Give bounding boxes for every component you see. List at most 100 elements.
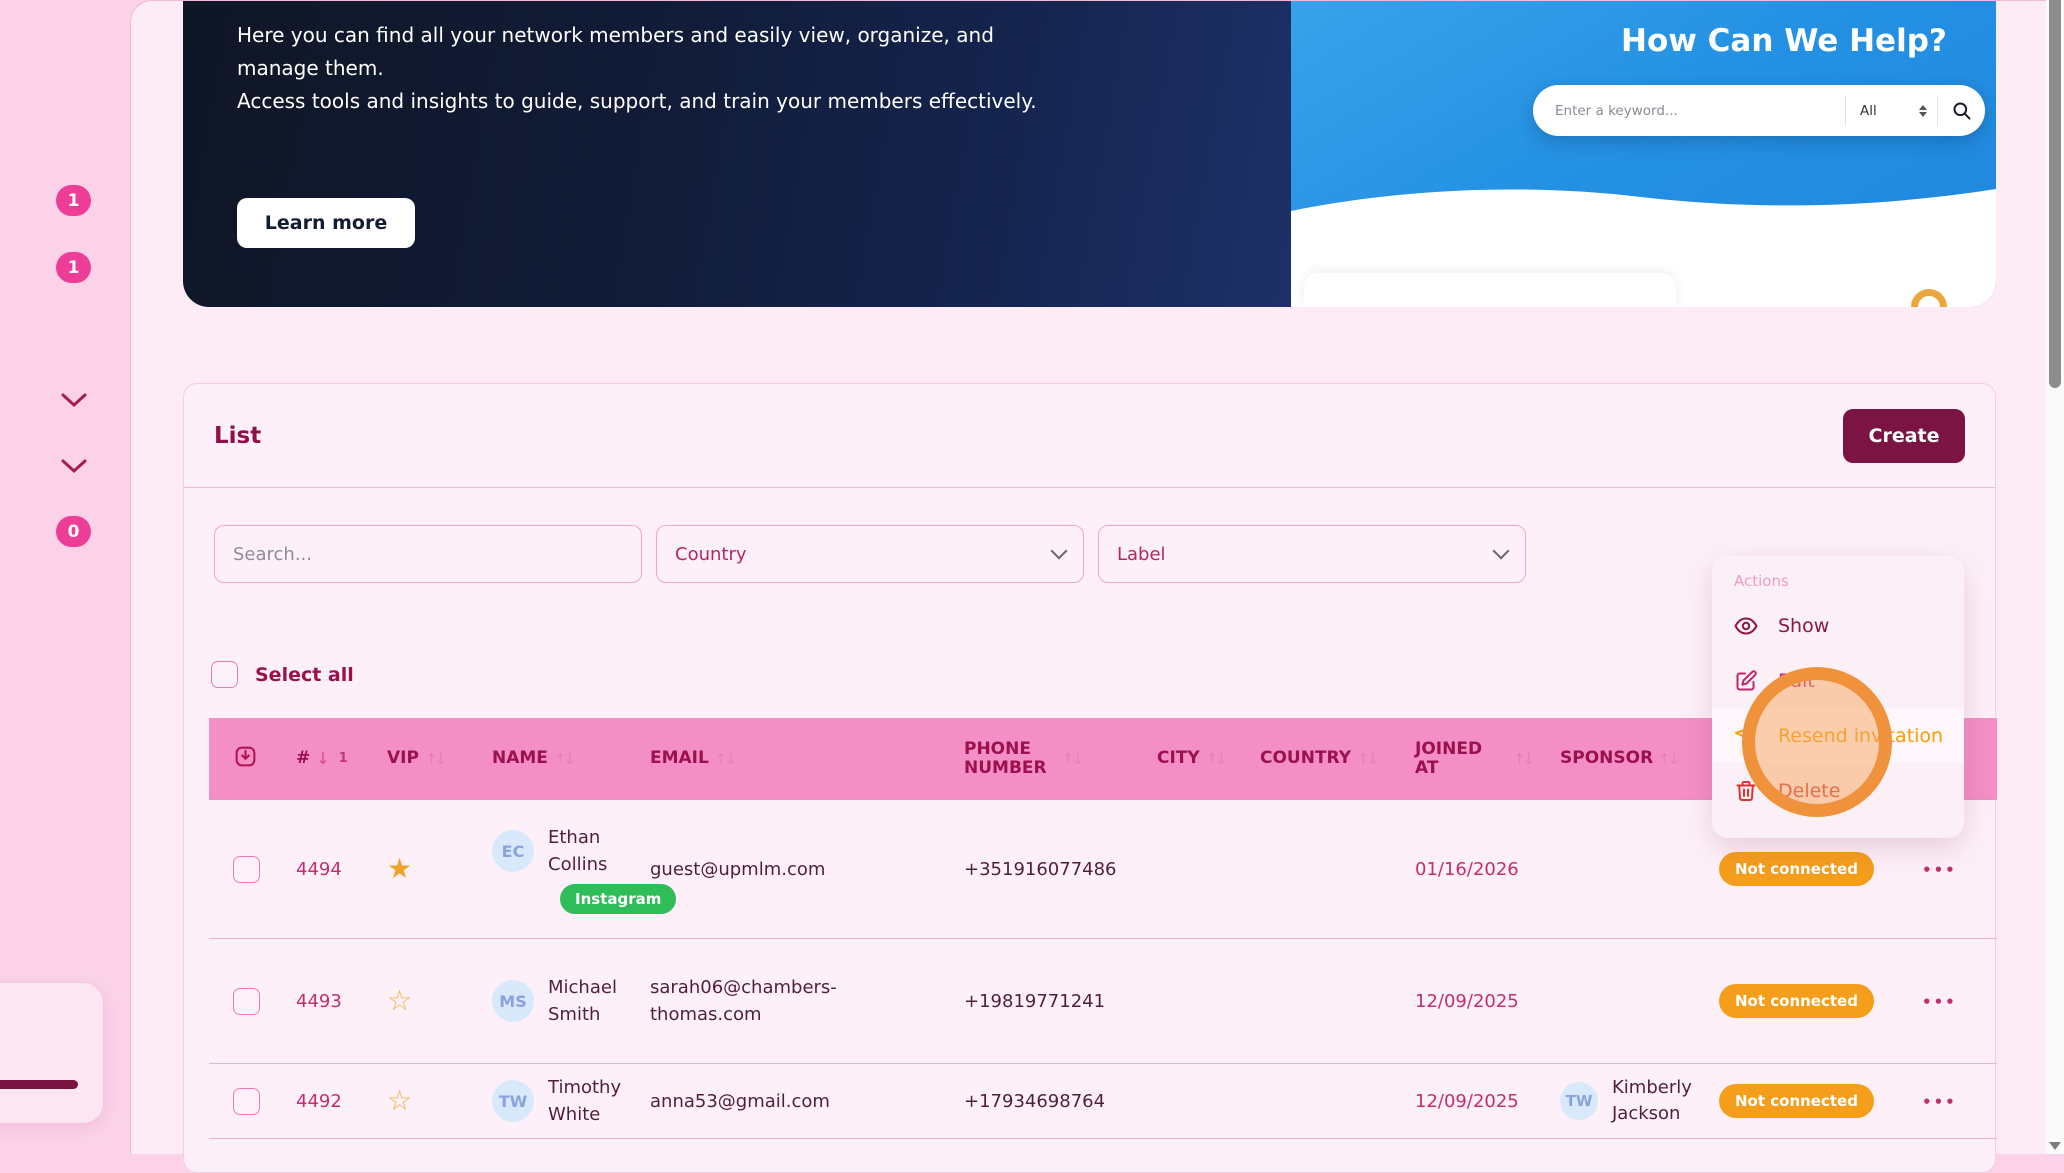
table-row: 4493 ☆ MS Michael Smith sarah06@chambers… — [209, 939, 1997, 1064]
help-title: How Can We Help? — [1621, 23, 1947, 59]
column-header-vip[interactable]: VIP ↑↓ — [387, 748, 447, 768]
member-name: Ethan Collins — [548, 827, 608, 875]
label-select[interactable]: Label — [1098, 525, 1526, 583]
row-checkbox[interactable] — [233, 1087, 260, 1115]
row-actions-button[interactable]: ••• — [1922, 860, 1957, 879]
menu-item-edit[interactable]: Edit — [1712, 653, 1964, 708]
vip-star-filled-icon[interactable]: ★ — [387, 852, 413, 885]
row-actions-button[interactable]: ••• — [1922, 992, 1957, 1011]
chevron-down-icon[interactable] — [61, 392, 87, 408]
status-badge: Not connected — [1719, 852, 1874, 886]
joined-date: 12/09/2025 — [1415, 990, 1519, 1012]
sort-arrows-icon: ↑↓ — [1357, 749, 1379, 768]
create-button[interactable]: Create — [1843, 408, 1965, 463]
sort-arrows-icon: ↑↓ — [1205, 749, 1228, 768]
scrollbar-thumb[interactable] — [2049, 0, 2061, 388]
member-id-link[interactable]: 4492 — [296, 1090, 342, 1112]
export-button[interactable] — [209, 744, 271, 774]
progress-line — [0, 1080, 78, 1089]
column-header-id[interactable]: # ↓ 1 — [296, 748, 348, 769]
help-search-button[interactable] — [1937, 95, 1985, 126]
wave-decoration — [1291, 189, 1996, 225]
sponsor-name: Kimberly Jackson — [1612, 1077, 1692, 1124]
select-all-label: Select all — [255, 663, 354, 686]
member-id-link[interactable]: 4493 — [296, 990, 342, 1012]
banner-line2: Access tools and insights to guide, supp… — [237, 89, 1037, 113]
sort-order-badge: 1 — [338, 751, 348, 766]
sort-arrows-icon — [1919, 104, 1927, 117]
chevron-down-icon — [1050, 542, 1068, 560]
sort-desc-icon: ↓ — [316, 749, 330, 768]
sort-arrows-icon: ↑↓ — [1658, 749, 1680, 768]
search-field — [214, 525, 642, 583]
member-phone: +17934698764 — [964, 1090, 1106, 1112]
sort-arrows-icon: ↑↓ — [1513, 749, 1535, 768]
country-select[interactable]: Country — [656, 525, 1084, 583]
notification-badge[interactable]: 1 — [56, 185, 91, 216]
select-all-row: Select all — [211, 661, 1995, 688]
edit-pencil-icon — [1736, 669, 1757, 690]
chevron-down-icon[interactable] — [61, 458, 87, 474]
send-icon — [1735, 724, 1757, 747]
column-header-city[interactable]: CITY ↑↓ — [1157, 748, 1228, 768]
scrollbar[interactable] — [2046, 0, 2064, 1154]
member-phone: +19819771241 — [964, 990, 1106, 1012]
promo-banner: Here you can find all your network membe… — [183, 1, 1996, 307]
avatar: TW — [492, 1080, 534, 1122]
column-header-sponsor[interactable]: SPONSOR ↑↓ — [1560, 748, 1680, 768]
help-category-select[interactable]: All — [1845, 95, 1937, 126]
status-badge: Not connected — [1719, 1084, 1874, 1118]
page-title: List — [214, 422, 262, 449]
member-email: guest@upmlm.com — [650, 858, 826, 880]
help-center-panel: How Can We Help? All — [1291, 1, 1996, 307]
sort-arrows-icon: ↑↓ — [714, 749, 737, 768]
menu-item-resend-invitation[interactable]: Resend invitation — [1712, 708, 1964, 763]
banner-text: Here you can find all your network membe… — [237, 19, 1047, 118]
column-header-name[interactable]: NAME ↑↓ — [492, 748, 576, 768]
chat-bubble-icon[interactable] — [1911, 289, 1947, 307]
member-name: Michael Smith — [548, 977, 617, 1025]
column-header-joined-at[interactable]: JOINED AT ↑↓ — [1415, 738, 1535, 778]
sort-arrows-icon: ↑↓ — [553, 749, 576, 768]
row-actions-button[interactable]: ••• — [1922, 1092, 1957, 1111]
column-header-phone[interactable]: PHONE NUMBER ↑↓ — [964, 738, 1084, 778]
member-id-link[interactable]: 4494 — [296, 858, 342, 880]
scroll-down-arrow-icon[interactable] — [2049, 1142, 2061, 1150]
list-card: List Create Country Label Select all — [183, 383, 1997, 1173]
sidebar: 1 1 0 — [0, 0, 130, 1154]
member-name: Timothy White — [548, 1077, 622, 1125]
filters-row: Country Label — [214, 525, 1995, 583]
help-category-value: All — [1860, 102, 1877, 119]
vip-star-outline-icon[interactable]: ☆ — [387, 984, 413, 1017]
menu-item-show[interactable]: Show — [1712, 598, 1964, 653]
help-search-bar: All — [1533, 85, 1985, 136]
row-checkbox[interactable] — [233, 987, 260, 1015]
notification-badge[interactable]: 1 — [56, 252, 91, 283]
menu-item-delete[interactable]: Delete — [1712, 763, 1964, 818]
export-icon — [235, 746, 256, 766]
row-checkbox[interactable] — [233, 855, 260, 883]
learn-more-button[interactable]: Learn more — [237, 198, 415, 248]
status-badge: Not connected — [1719, 984, 1874, 1018]
select-all-checkbox[interactable] — [211, 661, 238, 688]
search-input[interactable] — [233, 543, 623, 565]
table-header: # ↓ 1 VIP ↑↓ NAME ↑↓ EMAIL ↑↓ PHONE NUMBE… — [209, 718, 1997, 800]
notification-badge[interactable]: 0 — [56, 516, 91, 547]
actions-menu-title: Actions — [1734, 572, 1789, 590]
actions-menu: Actions Show Edit Resend invitation Dele… — [1712, 556, 1964, 838]
avatar: EC — [492, 830, 534, 872]
country-select-value: Country — [675, 543, 747, 565]
column-header-email[interactable]: EMAIL ↑↓ — [650, 748, 737, 768]
instagram-badge: Instagram — [560, 884, 677, 914]
member-email: sarah06@chambers-thomas.com — [650, 977, 837, 1025]
label-select-value: Label — [1117, 543, 1166, 565]
avatar: MS — [492, 980, 534, 1022]
column-header-country[interactable]: COUNTRY ↑↓ — [1260, 748, 1379, 768]
help-search-input[interactable] — [1533, 102, 1845, 119]
search-icon — [1953, 102, 1970, 119]
vip-star-outline-icon[interactable]: ☆ — [387, 1084, 413, 1117]
member-email: anna53@gmail.com — [650, 1090, 830, 1112]
trash-icon — [1736, 780, 1756, 801]
joined-date: 12/09/2025 — [1415, 1090, 1519, 1112]
mini-widget-card — [0, 983, 103, 1123]
